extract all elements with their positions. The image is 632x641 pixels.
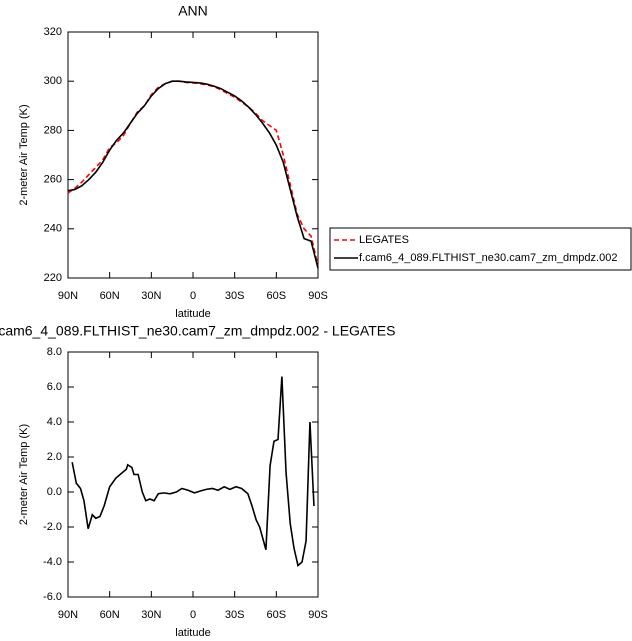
legend: LEGATES f.cam6_4_089.FLTHIST_ne30.cam7_zm… [329, 227, 632, 271]
y-tick-label: 260 [44, 174, 62, 186]
y-tick-label: 240 [44, 223, 62, 235]
y-axis-label: 2-meter Air Temp (K) [18, 104, 30, 205]
y-tick-label: 300 [44, 75, 62, 87]
data-line [67, 80, 319, 269]
chart-panel: ANN latitude 2-meter Air Temp (K) 90N 60N 30N… [18, 3, 632, 320]
y-tick-label: 4.0 [47, 416, 62, 428]
x-tick-label: 60S [267, 290, 287, 302]
x-axis-label: latitude [175, 627, 210, 639]
y-tick-label: 220 [44, 272, 62, 284]
legend-label: f.cam6_4_089.FLTHIST_ne30.cam7_zm_dmpdz.… [359, 252, 617, 264]
y-tick-label: 320 [44, 26, 62, 38]
x-tick-label: 30N [141, 609, 161, 621]
x-tick-label: 0 [190, 609, 196, 621]
x-tick-label: 0 [190, 290, 196, 302]
legend-label: LEGATES [359, 234, 409, 246]
y-tick-label: -4.0 [43, 556, 62, 568]
y-tick-label: 0.0 [47, 486, 62, 498]
x-tick-label: 30S [225, 609, 245, 621]
y-axis-label: 2-meter Air Temp (K) [18, 424, 30, 525]
chart-title: f.cam6_4_089.FLTHIST_ne30.cam7_zm_dmpdz.… [0, 323, 395, 339]
x-tick-label: 90N [58, 609, 78, 621]
y-tick-label: 2.0 [47, 451, 62, 463]
x-tick-label: 90S [308, 609, 328, 621]
y-tick-label: -2.0 [43, 521, 62, 533]
chart-panel: f.cam6_4_089.FLTHIST_ne30.cam7_zm_dmpdz.… [0, 323, 395, 639]
data-line [71, 376, 315, 567]
x-axis-label: latitude [175, 308, 210, 320]
x-tick-label: 60N [100, 609, 120, 621]
x-tick-label: 90S [308, 290, 328, 302]
x-tick-label: 30S [225, 290, 245, 302]
legend-box [329, 227, 632, 271]
chart-title: ANN [178, 3, 208, 19]
x-tick-label: 60N [100, 290, 120, 302]
y-tick-label: 6.0 [47, 381, 62, 393]
y-tick-label: -6.0 [43, 591, 62, 603]
x-tick-label: 60S [267, 609, 287, 621]
y-tick-label: 280 [44, 124, 62, 136]
y-tick-label: 8.0 [47, 346, 62, 358]
x-tick-label: 90N [58, 290, 78, 302]
x-tick-label: 30N [141, 290, 161, 302]
data-line [67, 80, 319, 266]
